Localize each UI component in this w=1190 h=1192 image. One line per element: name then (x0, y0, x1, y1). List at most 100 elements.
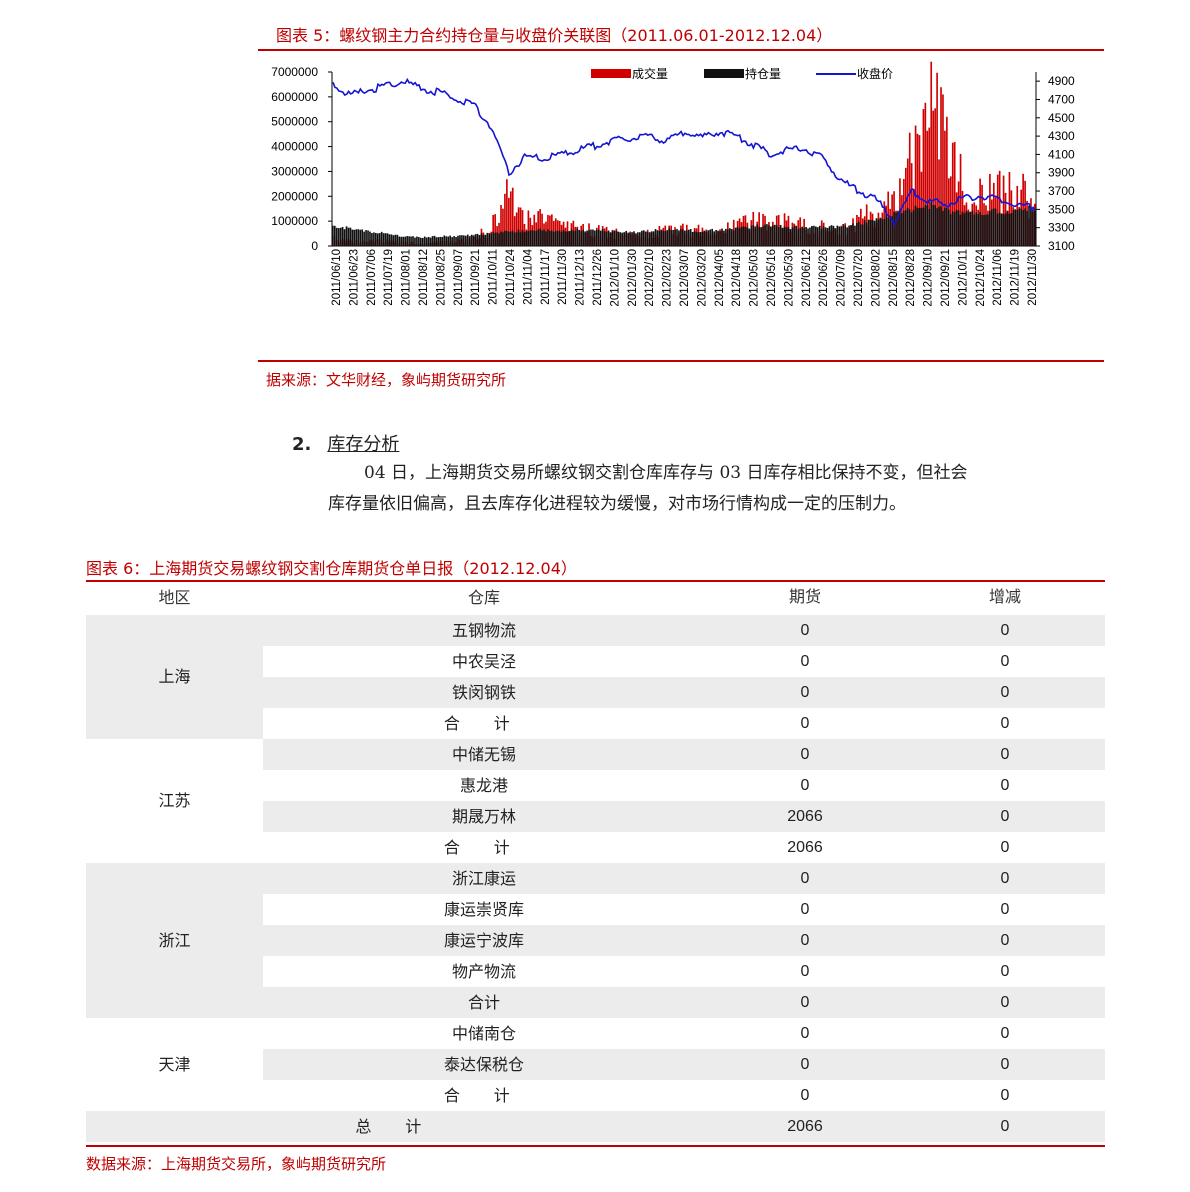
open-interest-bar (400, 236, 403, 246)
open-interest-bar (858, 221, 860, 246)
open-interest-bar (554, 230, 557, 246)
x-tick-label: 2012/07/20 (853, 249, 865, 307)
open-interest-bar (367, 230, 369, 246)
open-interest-bar (830, 225, 833, 246)
open-interest-bar (940, 206, 942, 246)
open-interest-bar (904, 210, 907, 246)
open-interest-bar (971, 210, 974, 246)
change-cell: 0 (1000, 932, 1010, 949)
open-interest-bar (396, 234, 399, 246)
row-band (263, 615, 1105, 646)
open-interest-bar (494, 232, 496, 246)
warehouse-cell: 物产物流 (451, 962, 516, 981)
open-interest-bar (513, 232, 516, 246)
x-tick-label: 2011/12/13 (575, 249, 587, 306)
open-interest-bar (838, 226, 841, 246)
row-band (263, 677, 1105, 708)
open-interest-bar (887, 217, 890, 246)
open-interest-bar (376, 233, 379, 246)
open-interest-bar (768, 225, 770, 246)
open-interest-bar (981, 214, 983, 246)
volume-bar (949, 176, 952, 246)
x-tick-label: 2011/06/23 (348, 249, 360, 306)
open-interest-bar (912, 210, 915, 246)
open-interest-bar (529, 230, 532, 246)
open-interest-bar (392, 235, 395, 246)
open-interest-bar (654, 229, 657, 246)
open-interest-bar (897, 210, 899, 246)
open-interest-bar (996, 213, 999, 246)
open-interest-bar (758, 226, 760, 246)
open-interest-bar (388, 234, 391, 246)
open-interest-bar (760, 227, 762, 246)
volume-bar (908, 132, 911, 246)
open-interest-bar (852, 223, 854, 246)
open-interest-bar (457, 235, 459, 246)
open-interest-bar (355, 229, 358, 246)
open-interest-bar (359, 229, 362, 246)
open-interest-bar (584, 231, 586, 246)
open-interest-bar (421, 237, 424, 246)
open-interest-bar (998, 212, 1001, 246)
open-interest-bar (640, 230, 643, 246)
volume-bar (932, 110, 935, 246)
open-interest-bar (684, 230, 686, 246)
open-interest-bar (531, 230, 534, 246)
table-row: 合 计 2066 0 (86, 832, 1105, 863)
change-cell: 0 (1000, 901, 1010, 918)
open-interest-bar (903, 210, 905, 246)
volume-bar (918, 135, 921, 246)
open-interest-bar (963, 213, 966, 246)
right-tick-label: 4300 (1048, 129, 1075, 143)
futures-cell: 0 (800, 622, 810, 639)
open-interest-bar (877, 219, 880, 246)
x-tick-label: 2012/08/15 (888, 249, 900, 307)
open-interest-bar (824, 227, 827, 246)
open-interest-bar (580, 231, 583, 246)
open-interest-bar (527, 231, 530, 246)
open-interest-bar (727, 229, 729, 246)
left-tick-label: 1000000 (271, 214, 318, 228)
chart-figure-5: 7000000 6000000 5000000 4000000 3000000 20000… (271, 61, 1075, 307)
row-band (263, 925, 1105, 956)
legend-label: 持仓量 (745, 66, 781, 81)
open-interest-bar (582, 229, 584, 246)
open-interest-bar (504, 230, 506, 246)
open-interest-bar (382, 233, 385, 246)
x-tick-label: 2011/07/19 (383, 249, 395, 306)
warehouse-cell: 合计 (467, 993, 500, 1012)
open-interest-bar (535, 230, 538, 246)
open-interest-bar (906, 207, 909, 246)
open-interest-bar (695, 231, 698, 246)
volume-bar (906, 158, 909, 246)
open-interest-bar (1016, 210, 1019, 246)
open-interest-bar (791, 227, 794, 246)
section-number: 2. (292, 434, 312, 455)
open-interest-bar (797, 228, 800, 246)
open-interest-bar (644, 231, 647, 246)
table-row: 物产物流 0 0 (86, 956, 1105, 987)
x-tick-label: 2012/02/23 (662, 249, 674, 307)
change-cell: 0 (1000, 839, 1010, 856)
open-interest-bar (815, 226, 817, 246)
open-interest-bar (429, 237, 432, 246)
open-interest-bar (848, 225, 850, 246)
open-interest-bar (476, 233, 479, 246)
open-interest-bar (938, 206, 940, 246)
open-interest-bar (985, 214, 987, 246)
open-interest-bar (633, 231, 635, 246)
open-interest-bar (594, 230, 596, 246)
warehouse-cell: 铁闵钢铁 (451, 683, 516, 702)
open-interest-bar (384, 233, 387, 246)
x-tick-label: 2012/09/21 (940, 249, 952, 307)
volume-bar (922, 109, 925, 246)
open-interest-bar (603, 231, 606, 246)
open-interest-bar (754, 227, 757, 246)
open-interest-bar (623, 232, 626, 246)
open-interest-bar (987, 214, 989, 246)
volume-bar (502, 208, 504, 246)
open-interest-bar (687, 229, 690, 246)
table-6-top-rule (86, 580, 1105, 582)
table-6-bottom-rule (86, 1145, 1105, 1147)
open-interest-bar (805, 226, 807, 246)
